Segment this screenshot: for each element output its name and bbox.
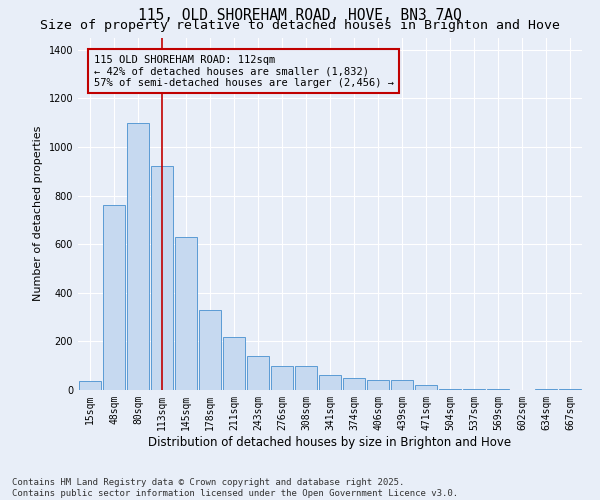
Bar bbox=[79, 382, 101, 390]
Bar bbox=[415, 385, 437, 390]
Bar bbox=[199, 310, 221, 390]
Bar bbox=[271, 366, 293, 390]
Bar bbox=[175, 237, 197, 390]
Bar bbox=[295, 366, 317, 390]
Bar bbox=[151, 166, 173, 390]
Text: Size of property relative to detached houses in Brighton and Hove: Size of property relative to detached ho… bbox=[40, 18, 560, 32]
Text: 115 OLD SHOREHAM ROAD: 112sqm
← 42% of detached houses are smaller (1,832)
57% o: 115 OLD SHOREHAM ROAD: 112sqm ← 42% of d… bbox=[94, 54, 394, 88]
Bar bbox=[439, 389, 461, 390]
Bar bbox=[367, 380, 389, 390]
Bar bbox=[247, 356, 269, 390]
Bar bbox=[127, 122, 149, 390]
Text: 115, OLD SHOREHAM ROAD, HOVE, BN3 7AQ: 115, OLD SHOREHAM ROAD, HOVE, BN3 7AQ bbox=[138, 8, 462, 22]
Bar bbox=[223, 336, 245, 390]
Bar bbox=[559, 389, 581, 390]
Bar bbox=[487, 389, 509, 390]
X-axis label: Distribution of detached houses by size in Brighton and Hove: Distribution of detached houses by size … bbox=[148, 436, 512, 448]
Bar bbox=[103, 205, 125, 390]
Bar bbox=[463, 389, 485, 390]
Bar bbox=[319, 376, 341, 390]
Text: Contains HM Land Registry data © Crown copyright and database right 2025.
Contai: Contains HM Land Registry data © Crown c… bbox=[12, 478, 458, 498]
Bar bbox=[343, 378, 365, 390]
Y-axis label: Number of detached properties: Number of detached properties bbox=[33, 126, 43, 302]
Bar bbox=[391, 380, 413, 390]
Bar bbox=[535, 389, 557, 390]
